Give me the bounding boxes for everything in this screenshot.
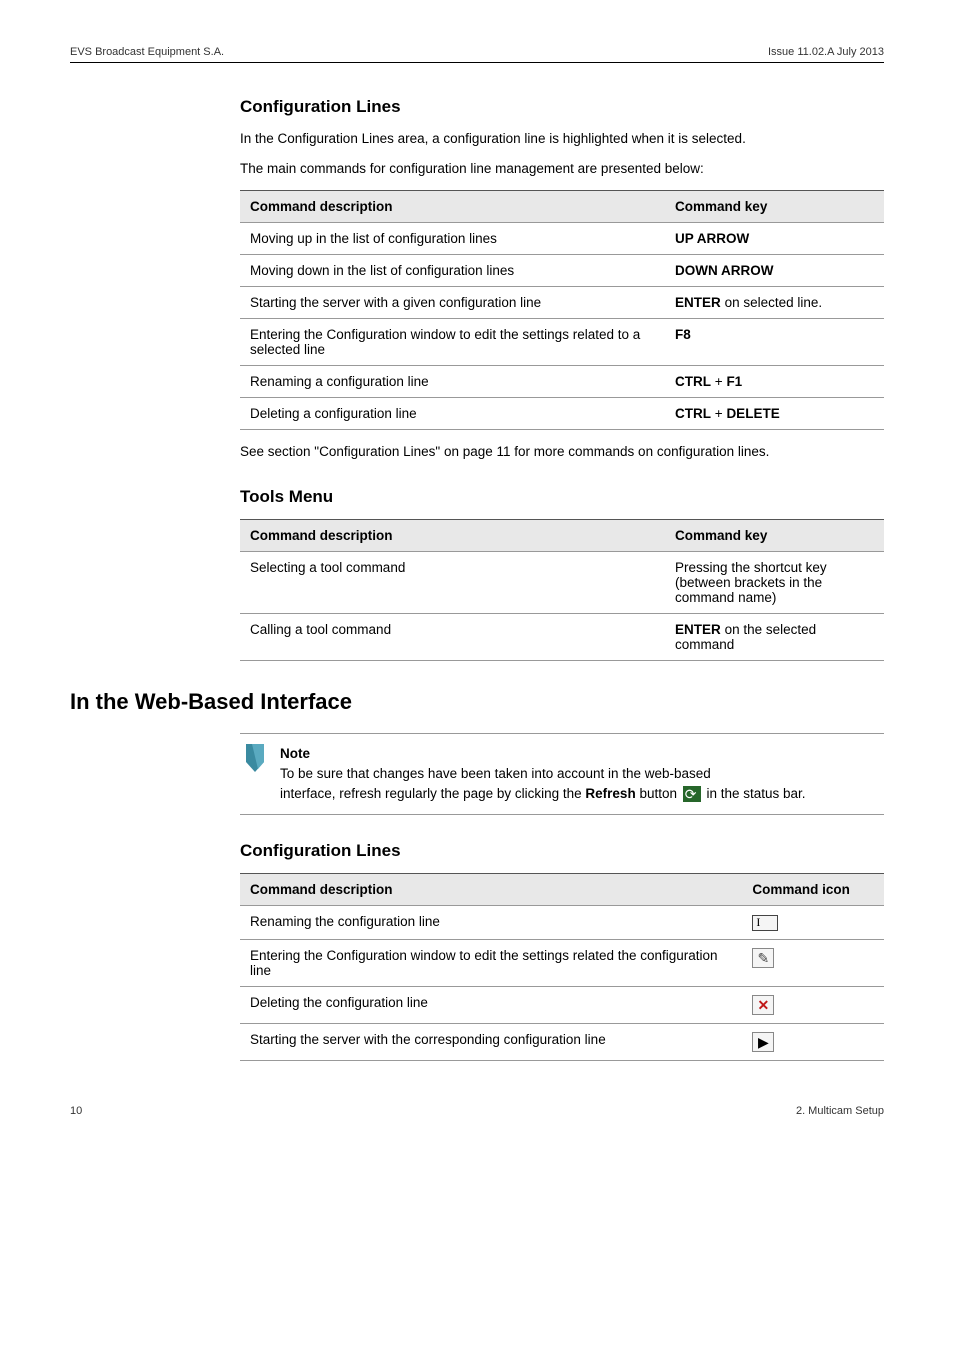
cmd-icon-cell: ✕ [742, 986, 884, 1023]
cmd-key: UP ARROW [665, 222, 884, 254]
page-number: 10 [70, 1105, 82, 1117]
note-title: Note [280, 744, 884, 764]
col-header-key: Command key [665, 190, 884, 222]
web-config-table: Command description Command icon Renamin… [240, 873, 884, 1060]
cmd-desc: Moving up in the list of configuration l… [240, 222, 665, 254]
table-row: Deleting a configuration line CTRL + DEL… [240, 397, 884, 429]
col-header-desc: Command description [240, 874, 742, 906]
cmd-desc: Renaming the configuration line [240, 906, 742, 939]
page-header: EVS Broadcast Equipment S.A. Issue 11.02… [70, 46, 884, 63]
note-line-1: To be sure that changes have been taken … [280, 764, 884, 784]
web-config-lines-heading: Configuration Lines [240, 841, 884, 861]
cmd-key: F8 [665, 318, 884, 365]
tools-menu-table: Command description Command key Selectin… [240, 519, 884, 661]
play-icon: ▶ [752, 1032, 774, 1052]
cmd-desc: Starting the server with the correspondi… [240, 1023, 742, 1060]
cmd-key: ENTER on the selected command [665, 613, 884, 660]
rename-icon [752, 915, 778, 931]
table-row: Entering the Configuration window to edi… [240, 939, 884, 986]
cmd-icon-cell: ▶ [742, 1023, 884, 1060]
cmd-desc: Starting the server with a given configu… [240, 286, 665, 318]
cmd-key: ENTER on selected line. [665, 286, 884, 318]
config-lines-heading: Configuration Lines [240, 97, 884, 117]
cmd-key: Pressing the shortcut key (between brack… [665, 551, 884, 613]
col-header-icon: Command icon [742, 874, 884, 906]
config-lines-intro-1: In the Configuration Lines area, a confi… [240, 129, 884, 149]
refresh-icon [683, 786, 701, 802]
table-row: Moving down in the list of configuration… [240, 254, 884, 286]
config-lines-table: Command description Command key Moving u… [240, 190, 884, 430]
cmd-desc: Deleting the configuration line [240, 986, 742, 1023]
config-lines-intro-2: The main commands for configuration line… [240, 159, 884, 179]
header-right: Issue 11.02.A July 2013 [768, 46, 884, 58]
note-box: Note To be sure that changes have been t… [240, 733, 884, 816]
see-section-text: See section "Configuration Lines" on pag… [240, 444, 884, 459]
cmd-key: DOWN ARROW [665, 254, 884, 286]
cmd-key: CTRL + F1 [665, 365, 884, 397]
cmd-desc: Calling a tool command [240, 613, 665, 660]
table-row: Deleting the configuration line ✕ [240, 986, 884, 1023]
cmd-desc: Deleting a configuration line [240, 397, 665, 429]
table-row: Starting the server with the correspondi… [240, 1023, 884, 1060]
table-row: Calling a tool command ENTER on the sele… [240, 613, 884, 660]
cmd-desc: Entering the Configuration window to edi… [240, 318, 665, 365]
cmd-desc: Moving down in the list of configuration… [240, 254, 665, 286]
cmd-icon-cell [742, 906, 884, 939]
cmd-desc: Entering the Configuration window to edi… [240, 939, 742, 986]
col-header-desc: Command description [240, 519, 665, 551]
tools-menu-heading: Tools Menu [240, 487, 884, 507]
table-row: Moving up in the list of configuration l… [240, 222, 884, 254]
header-left: EVS Broadcast Equipment S.A. [70, 46, 224, 58]
cmd-desc: Selecting a tool command [240, 551, 665, 613]
table-row: Starting the server with a given configu… [240, 286, 884, 318]
edit-icon: ✎ [752, 948, 774, 968]
cmd-icon-cell: ✎ [742, 939, 884, 986]
web-interface-heading: In the Web-Based Interface [70, 689, 884, 715]
table-row: Selecting a tool command Pressing the sh… [240, 551, 884, 613]
table-row: Entering the Configuration window to edi… [240, 318, 884, 365]
cmd-desc: Renaming a configuration line [240, 365, 665, 397]
cmd-key: CTRL + DELETE [665, 397, 884, 429]
table-row: Renaming the configuration line [240, 906, 884, 939]
col-header-key: Command key [665, 519, 884, 551]
footer-section: 2. Multicam Setup [796, 1105, 884, 1117]
note-tag-icon [244, 744, 266, 772]
page-footer: 10 2. Multicam Setup [70, 1105, 884, 1117]
delete-icon: ✕ [752, 995, 774, 1015]
table-row: Renaming a configuration line CTRL + F1 [240, 365, 884, 397]
note-line-2: interface, refresh regularly the page by… [280, 784, 884, 804]
col-header-desc: Command description [240, 190, 665, 222]
